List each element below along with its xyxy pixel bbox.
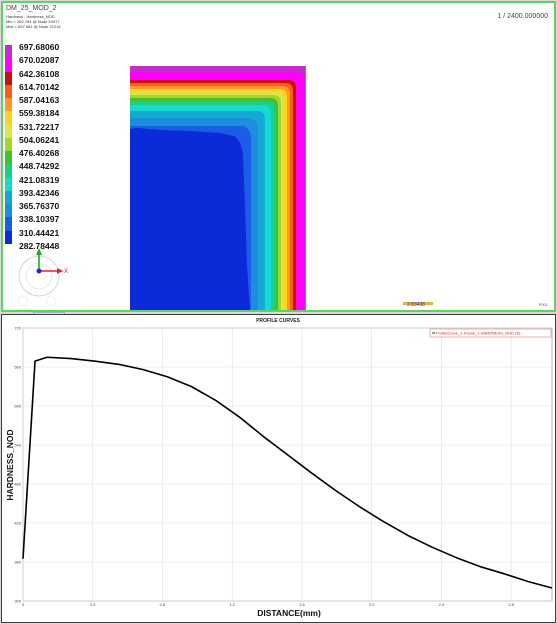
frame-code: P001	[538, 302, 548, 307]
legend-swatch	[5, 204, 12, 218]
legend-entry: 697.68060	[5, 42, 85, 59]
legend-level-label: 670.02087	[19, 55, 60, 66]
legend-level-label: 559.38184	[19, 108, 60, 119]
legend-level-label: 282.78448	[19, 240, 60, 251]
legend-entry: 393.42346	[5, 187, 85, 204]
legend-entry: 642.36108	[5, 68, 85, 85]
contour-viewport[interactable]: DM_25_MOD_2 Hardness : Hardness_NOD Min …	[1, 1, 556, 318]
scale-bar	[403, 302, 433, 305]
legend-level-label: 338.10397	[19, 214, 60, 225]
x-tick-label: 0.4	[90, 602, 96, 607]
profile-curves-chart: PROFILE CURVES 300 360 420 480 540 600 660 720 0 0…	[5, 318, 553, 618]
x-tick-label: 2.4	[439, 602, 445, 607]
chart-legend-box	[429, 328, 552, 338]
legend-swatch	[5, 111, 12, 125]
legend-entry: 338.10397	[5, 214, 85, 231]
legend-entry: 531.72217	[5, 121, 85, 138]
legend-level-label: 697.68060	[19, 42, 60, 52]
triad-y-label: Y	[42, 246, 46, 252]
legend-level-label: 310.44421	[19, 227, 60, 238]
legend-swatch	[5, 190, 12, 204]
y-tick-label: 720	[14, 326, 21, 331]
legend-swatch	[5, 58, 12, 72]
y-tick-label: 540	[14, 443, 21, 448]
legend-swatch	[5, 137, 12, 151]
min-value-info: Min = 282.784 @ Node 53977	[6, 19, 60, 24]
chart-title: PROFILE CURVES	[256, 318, 300, 324]
x-tick-label: 2.0	[369, 602, 375, 607]
x-axis-label: DISTANCE(mm)	[257, 608, 321, 618]
legend-level-label: 614.70142	[19, 81, 60, 92]
scale-value: 2.83438	[407, 302, 426, 308]
chart-legend-label: ProfileCurve_1 Frame_1 HARDNESS_NOD (S)	[436, 331, 521, 336]
hardness-profile-line	[22, 356, 553, 589]
legend-level-label: 421.08319	[19, 174, 60, 185]
legend-level-label: 393.42346	[19, 187, 60, 198]
x-tick-label: 0.8	[160, 602, 166, 607]
legend-swatch	[5, 84, 12, 98]
legend-swatch	[5, 177, 12, 191]
legend-swatch	[5, 217, 12, 231]
legend-swatch	[5, 164, 12, 178]
legend-entry: 448.74292	[5, 161, 85, 178]
x-tick-label: 0	[22, 602, 25, 607]
y-tick-label: 420	[14, 521, 21, 526]
profile-curves-viewport[interactable]: PROFILE CURVES 300 360 420 480 540 600 660 720 0 0…	[1, 314, 556, 623]
contour-legend: 697.68060 670.02087 642.36108 614.70142 587.…	[5, 42, 85, 251]
legend-entry: 310.44421	[5, 227, 85, 244]
legend-level-label: 448.74292	[19, 161, 60, 172]
y-tick-label: 660	[14, 365, 21, 370]
legend-entry: 504.06241	[5, 134, 85, 151]
legend-swatch	[5, 98, 12, 112]
y-tick-label: 600	[14, 404, 21, 409]
legend-entry: 670.02087	[5, 55, 85, 72]
legend-entry: 614.70142	[5, 81, 85, 98]
result-type-label: Hardness : Hardness_NOD	[6, 14, 55, 19]
x-tick-label: 1.2	[229, 602, 235, 607]
model-title: DM_25_MOD_2	[6, 5, 57, 12]
legend-swatch	[5, 230, 12, 244]
legend-level-label: 476.40268	[19, 148, 60, 158]
hardness-contour-plot	[130, 66, 306, 310]
legend-entry: 421.08319	[5, 174, 85, 191]
plot-area	[22, 327, 553, 602]
frame-indicator: 1 / 2400.000000	[497, 13, 548, 20]
y-axis-label: HARDNESS_NOD	[5, 429, 15, 500]
legend-swatch	[5, 71, 12, 85]
triad-x-label: X	[64, 269, 68, 275]
legend-level-label: 587.04163	[19, 95, 60, 105]
x-tick-label: 1.6	[299, 602, 305, 607]
legend-swatch	[5, 45, 12, 59]
y-tick-label: 480	[14, 482, 21, 487]
coordinate-triad-icon: X Y	[17, 246, 68, 307]
legend-entry: 476.40268	[5, 148, 85, 165]
legend-level-label: 531.72217	[19, 121, 60, 132]
legend-entry: 365.76370	[5, 201, 85, 218]
legend-entry: 559.38184	[5, 108, 85, 125]
legend-entry: 587.04163	[5, 95, 85, 112]
legend-level-label: 642.36108	[19, 68, 60, 79]
x-tick-label: 2.8	[508, 602, 514, 607]
legend-swatch	[5, 124, 12, 138]
legend-level-label: 365.76370	[19, 201, 60, 211]
y-tick-label: 360	[14, 560, 21, 565]
legend-swatch	[5, 151, 12, 165]
max-value-info: Max = 697.681 @ Node 21216	[6, 24, 61, 29]
y-tick-label: 300	[14, 599, 21, 604]
legend-level-label: 504.06241	[19, 134, 60, 145]
